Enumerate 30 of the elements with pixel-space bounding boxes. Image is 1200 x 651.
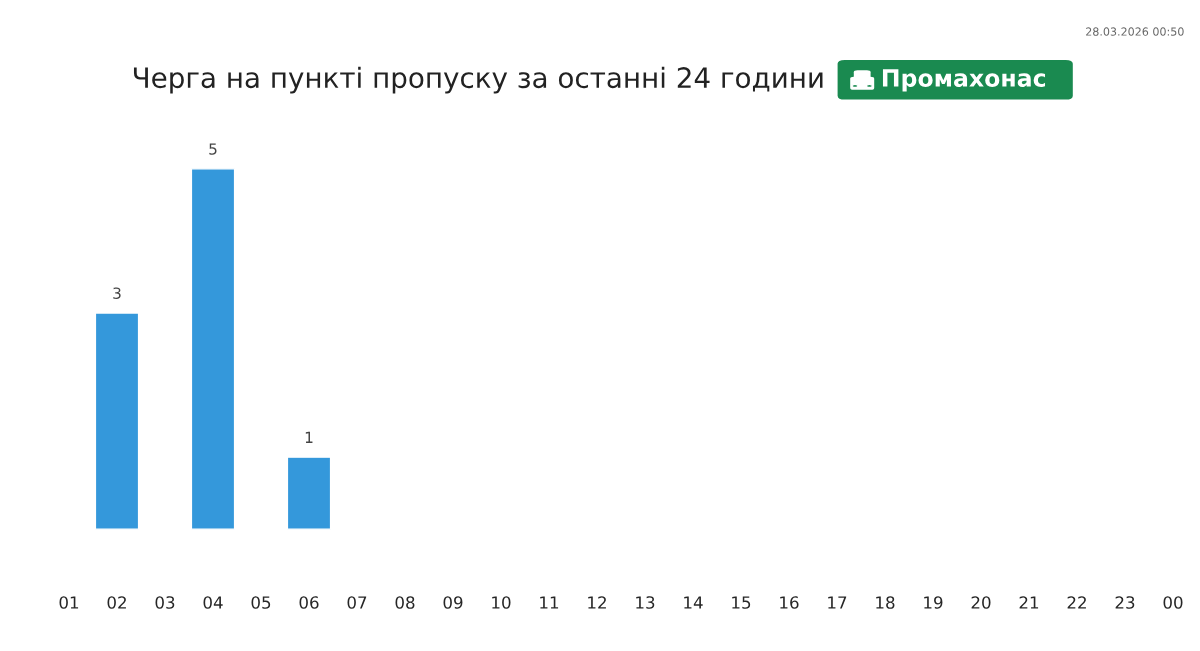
data-label: 3: [113, 287, 121, 299]
data-label: 5: [209, 143, 217, 155]
x-tick-label: 02: [107, 596, 126, 609]
chart-subtitle: Промахонас: [882, 69, 1046, 92]
x-tick-label: 00: [1163, 596, 1183, 609]
x-tick-label: 20: [971, 596, 991, 609]
chart-title: Черга на пункті пропуску за останні 24 години: [133, 66, 823, 94]
x-tick-label: 15: [732, 596, 751, 609]
x-tick-label: 08: [395, 596, 415, 609]
x-tick-label: 01: [59, 596, 79, 609]
x-tick-label: 10: [492, 596, 511, 609]
x-tick-label: 04: [203, 596, 223, 609]
x-tick-label: 21: [1019, 596, 1039, 609]
text: 28.03.2026 00:50: [1086, 27, 1184, 36]
x-tick-label: 16: [780, 596, 799, 609]
data-label: 1: [305, 431, 313, 443]
x-tick-label: 06: [299, 596, 319, 609]
x-tick-label: 13: [636, 596, 655, 609]
x-tick-label: 18: [876, 596, 895, 609]
x-tick-label: 11: [540, 596, 559, 609]
x-tick-label: 19: [924, 596, 943, 609]
x-tick-label: 23: [1115, 596, 1135, 609]
x-tick-label: 09: [443, 596, 463, 609]
x-tick-label: 07: [347, 596, 367, 609]
x-tick-label: 17: [828, 596, 847, 609]
x-tick-label: 22: [1067, 596, 1086, 609]
x-tick-label: 12: [588, 596, 606, 609]
x-tick-label: 03: [155, 596, 175, 609]
x-tick-label: 05: [251, 596, 271, 609]
x-tick-label: 14: [684, 596, 703, 609]
